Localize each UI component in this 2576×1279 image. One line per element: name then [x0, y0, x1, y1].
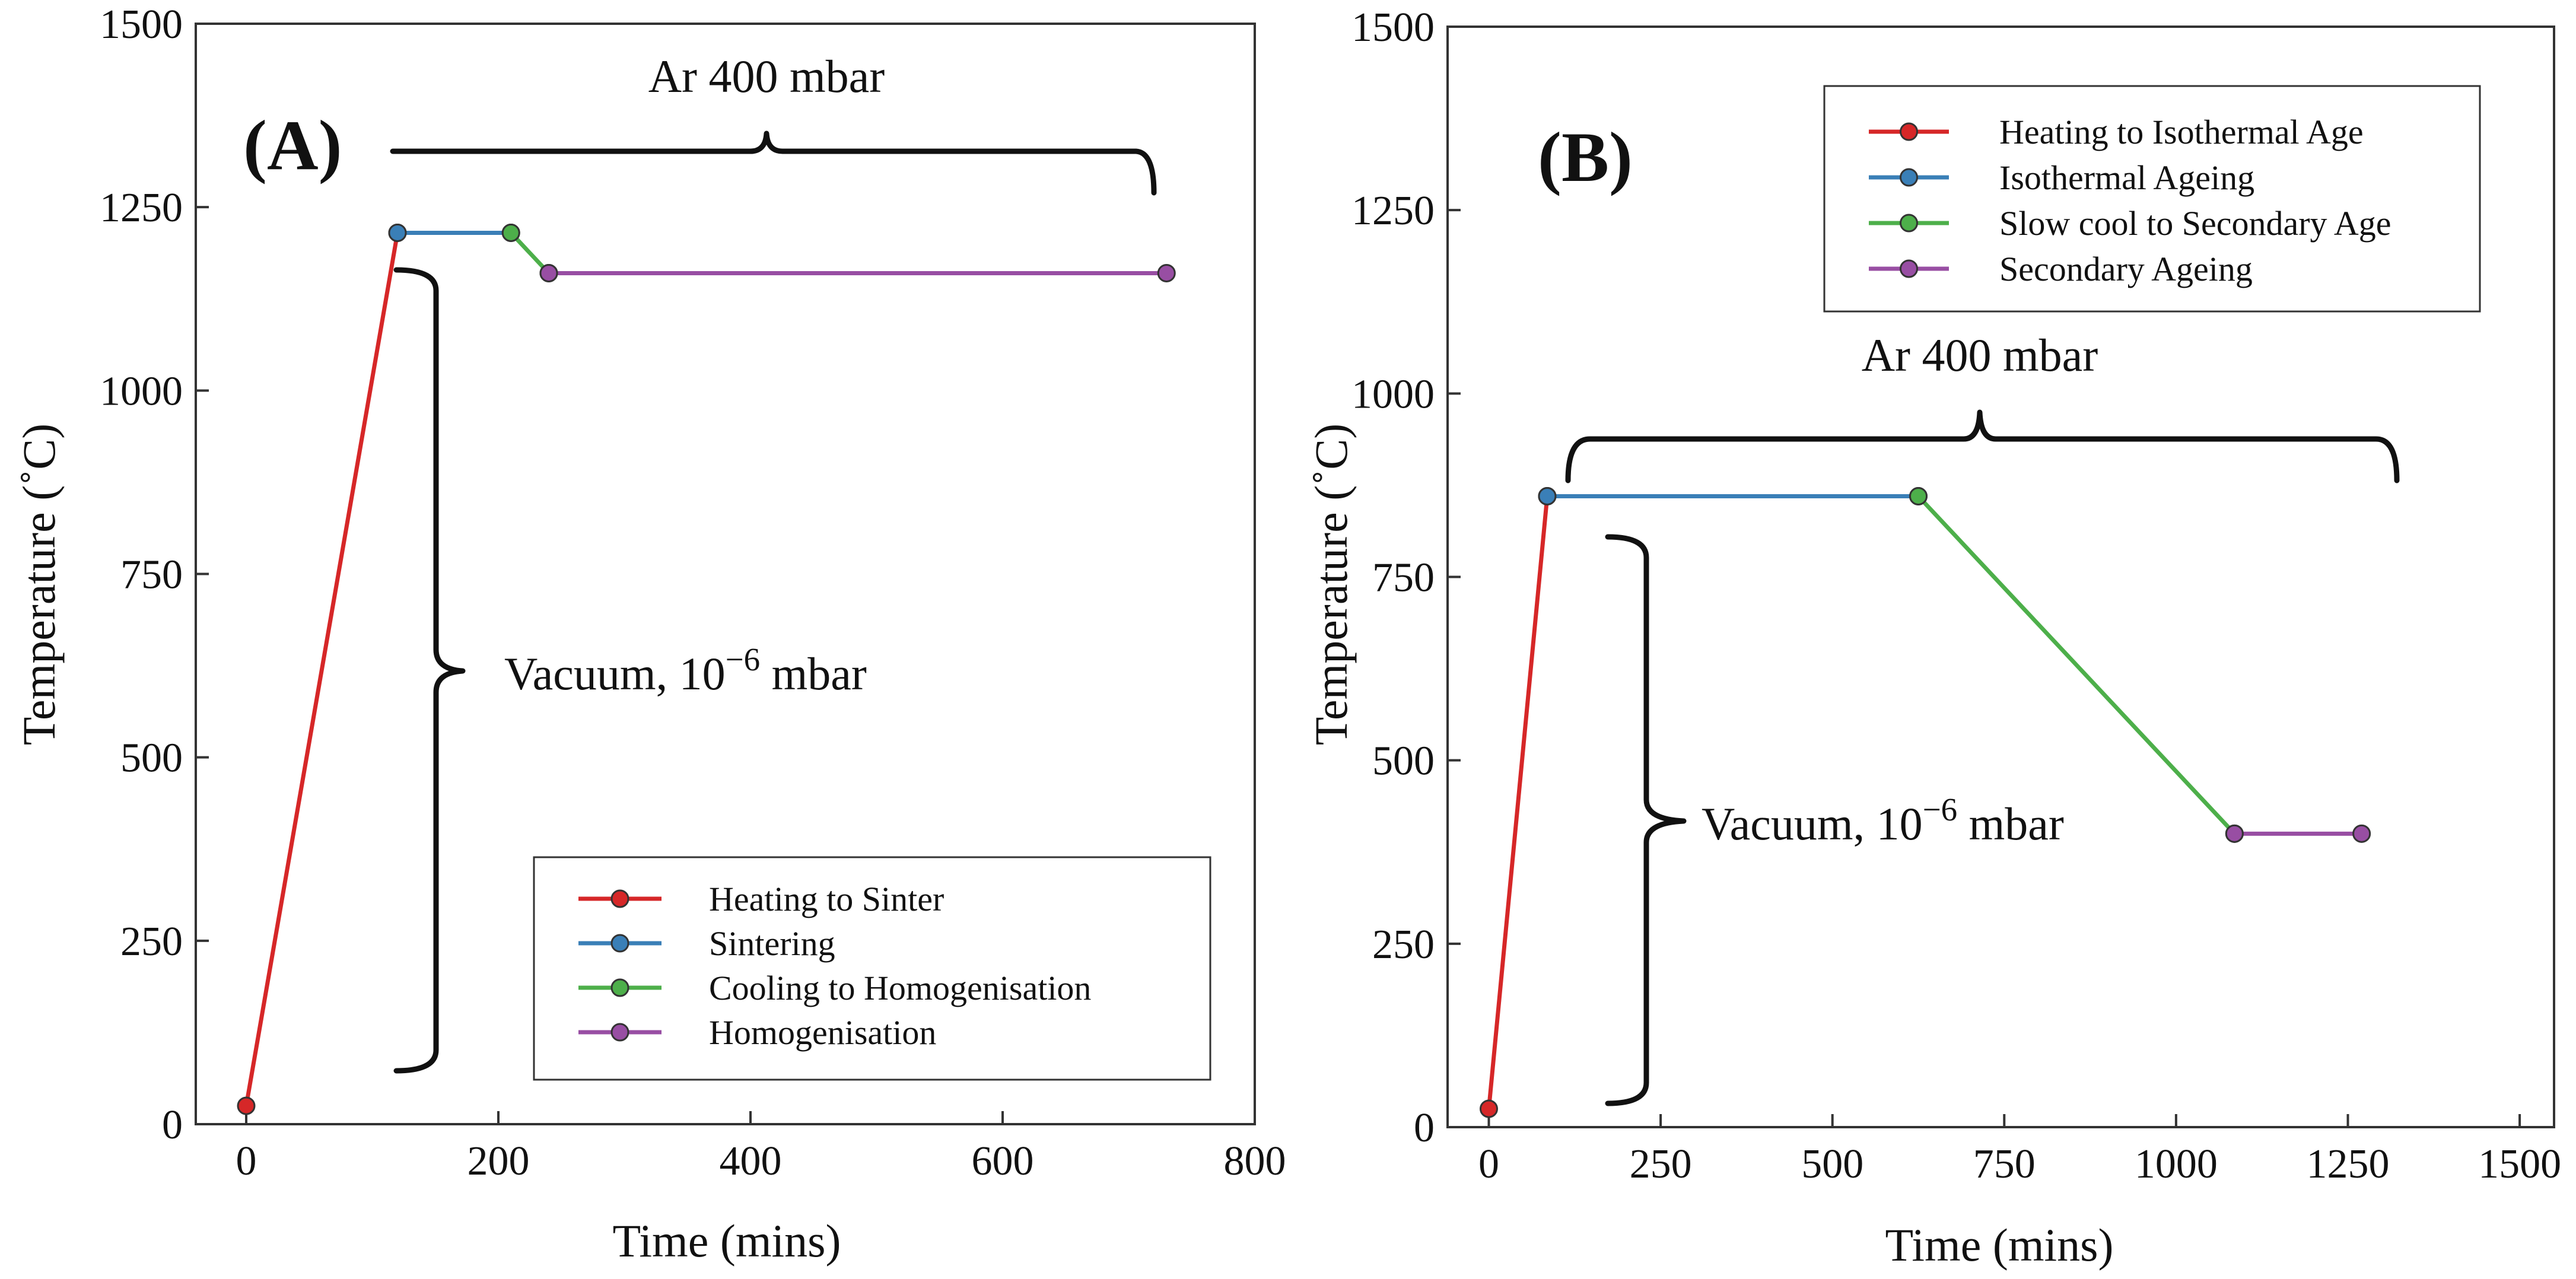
panel-b-y-tick-label: 750	[1372, 555, 1435, 601]
panel-b-x-tick-label: 0	[1478, 1141, 1499, 1187]
panel-b-x-tick-label: 250	[1630, 1141, 1692, 1187]
panel-a-data-point	[539, 263, 558, 282]
panel-a-legend-item: Homogenisation	[578, 1013, 936, 1052]
panel-b-legend-item: Secondary Ageing	[1869, 250, 2253, 288]
panel-a-y-tick-label: 1250	[100, 185, 183, 231]
panel-b-data-point	[1538, 486, 1557, 505]
panel-a-legend-label: Homogenisation	[709, 1013, 936, 1052]
panel-a-vacuum-exponent: −6	[726, 641, 761, 677]
panel-b-legend-swatch-marker	[1900, 214, 1918, 233]
panel-a-x-tick-label: 600	[972, 1138, 1034, 1184]
panel-a-legend-label: Cooling to Homogenisation	[709, 969, 1091, 1007]
panel-a-y-tick-label: 1500	[100, 2, 183, 47]
panel-a-x-axis-label: Time (mins)	[612, 1215, 841, 1267]
panel-a-y-tick-label: 750	[120, 552, 183, 598]
panel-b-legend-box	[1823, 85, 2481, 313]
panel-a-data-point	[237, 1096, 256, 1115]
panel-a-legend-item: Sintering	[578, 924, 835, 963]
panel-b-x-axis-label: Time (mins)	[1885, 1219, 2113, 1271]
panel-b-vacuum-exponent: −6	[1923, 791, 1958, 828]
panel-b-x-tick-label: 750	[1973, 1141, 2036, 1187]
panel-b-legend-swatch-marker	[1900, 122, 1918, 141]
panel-b-legend: Heating to Isothermal Age Isothermal Agei…	[1823, 85, 2481, 313]
panel-a-data-point	[1157, 263, 1176, 282]
panel-b-series-line-heating-to-isothermal-age	[1487, 496, 1550, 1109]
panel-b-x-tick-label: 500	[1801, 1141, 1863, 1187]
panel-a-label: (A)	[243, 106, 342, 184]
panel-b-x-tick-label: 1500	[2478, 1141, 2561, 1187]
panel-b-vacuum-suffix: mbar	[1957, 798, 2064, 850]
panel-a-x-tick-label: 200	[468, 1138, 530, 1184]
panel-b-chart: 0 250 500 750 1000 1250 1500 0 250 500 750 1000 1250…	[1305, 5, 2561, 1271]
panel-b-data-point	[1480, 1099, 1499, 1118]
panel-a-vacuum-prefix: Vacuum, 10	[504, 648, 726, 699]
panel-b-legend-item: Slow cool to Secondary Age	[1869, 204, 2391, 243]
panel-b-y-tick-label: 250	[1372, 922, 1435, 968]
panel-b-x-tick-label: 1250	[2306, 1141, 2389, 1187]
panel-a-vacuum-suffix: mbar	[760, 648, 867, 699]
panel-a-legend-item: Cooling to Homogenisation	[578, 969, 1091, 1007]
panel-a-y-axis-label: Temperature (˚C)	[13, 424, 65, 745]
panel-b-legend-label: Secondary Ageing	[1999, 250, 2253, 288]
panel-a-data-point	[501, 223, 520, 242]
panel-b-y-axis-label: Temperature (˚C)	[1305, 424, 1357, 745]
panel-b-series-line-slow-cool-to-secondary-age	[1916, 495, 2236, 835]
panel-b-data-point	[2352, 824, 2371, 843]
panel-a-legend-swatch-marker	[610, 934, 629, 953]
panel-a-legend: Heating to Sinter Sintering Cooling to Hom…	[533, 856, 1211, 1081]
panel-b-y-tick-label: 1250	[1351, 188, 1435, 234]
panel-a-series-line-cooling-to-homogenisation	[509, 231, 551, 275]
panel-a-legend-label: Sintering	[709, 924, 835, 963]
panel-a-series-line-heating-to-sinter	[244, 232, 400, 1106]
panel-b-data-point	[1909, 486, 1928, 505]
panel-a-y-tick-label: 0	[162, 1102, 183, 1148]
panel-b-argon-label: Ar 400 mbar	[1862, 329, 2098, 381]
panel-a-series	[237, 223, 1176, 1115]
panel-a-y-tick-label: 500	[120, 736, 183, 781]
panel-b-y-tick-label: 500	[1372, 739, 1435, 784]
panel-a-legend-box	[533, 856, 1211, 1081]
panel-b-y-tick-label: 1500	[1351, 5, 1435, 50]
panel-b-legend-label: Isothermal Ageing	[1999, 158, 2254, 197]
panel-a-x-tick-label: 400	[720, 1138, 782, 1184]
panel-a-legend-swatch-marker	[610, 1023, 629, 1042]
panel-b-legend-item: Heating to Isothermal Age	[1869, 113, 2364, 151]
panel-a-legend-item: Heating to Sinter	[578, 880, 944, 918]
panel-b-legend-item: Isothermal Ageing	[1869, 158, 2254, 197]
panel-a-argon-label: Ar 400 mbar	[648, 50, 885, 102]
panel-a-y-tick-label: 1000	[100, 368, 183, 414]
panel-a-legend-swatch-marker	[610, 978, 629, 997]
panel-a-x-tick-label: 800	[1224, 1138, 1286, 1184]
panel-a-vacuum-brace	[393, 267, 466, 1074]
panel-b-vacuum-brace	[1605, 534, 1687, 1106]
panel-b-legend-swatch-marker	[1900, 168, 1918, 187]
panel-a-ticks: 0 200 400 600 800 0 250 500 750 1000 1250 1500	[100, 2, 1286, 1184]
panel-b-label: (B)	[1538, 117, 1633, 196]
panel-b-legend-swatch-marker	[1900, 259, 1918, 278]
panel-b-ticks: 0 250 500 750 1000 1250 1500 0 250 500 750 1000 1250…	[1351, 5, 2561, 1187]
panel-a-data-point	[388, 223, 407, 242]
panel-b-y-tick-label: 1000	[1351, 371, 1435, 417]
panel-b-data-point	[2225, 824, 2244, 843]
panel-b-y-tick-label: 0	[1414, 1105, 1435, 1151]
panel-a-legend-swatch-marker	[610, 889, 629, 908]
panel-b-vacuum-label: Vacuum, 10−6 mbar	[1702, 791, 2064, 850]
panel-a-vacuum-label: Vacuum, 10−6 mbar	[504, 641, 867, 699]
panel-a-legend-label: Heating to Sinter	[709, 880, 944, 918]
panel-a-argon-brace	[390, 131, 1157, 196]
panel-b-argon-brace	[1565, 409, 2400, 483]
panel-b-legend-label: Heating to Isothermal Age	[1999, 113, 2364, 151]
panel-a-y-tick-label: 250	[120, 919, 183, 965]
panel-b-x-tick-label: 1000	[2135, 1141, 2218, 1187]
panel-b-vacuum-prefix: Vacuum, 10	[1702, 798, 1923, 850]
panel-b-legend-label: Slow cool to Secondary Age	[1999, 204, 2391, 243]
panel-a-x-tick-label: 0	[236, 1138, 257, 1184]
panel-b-series	[1480, 486, 2371, 1118]
